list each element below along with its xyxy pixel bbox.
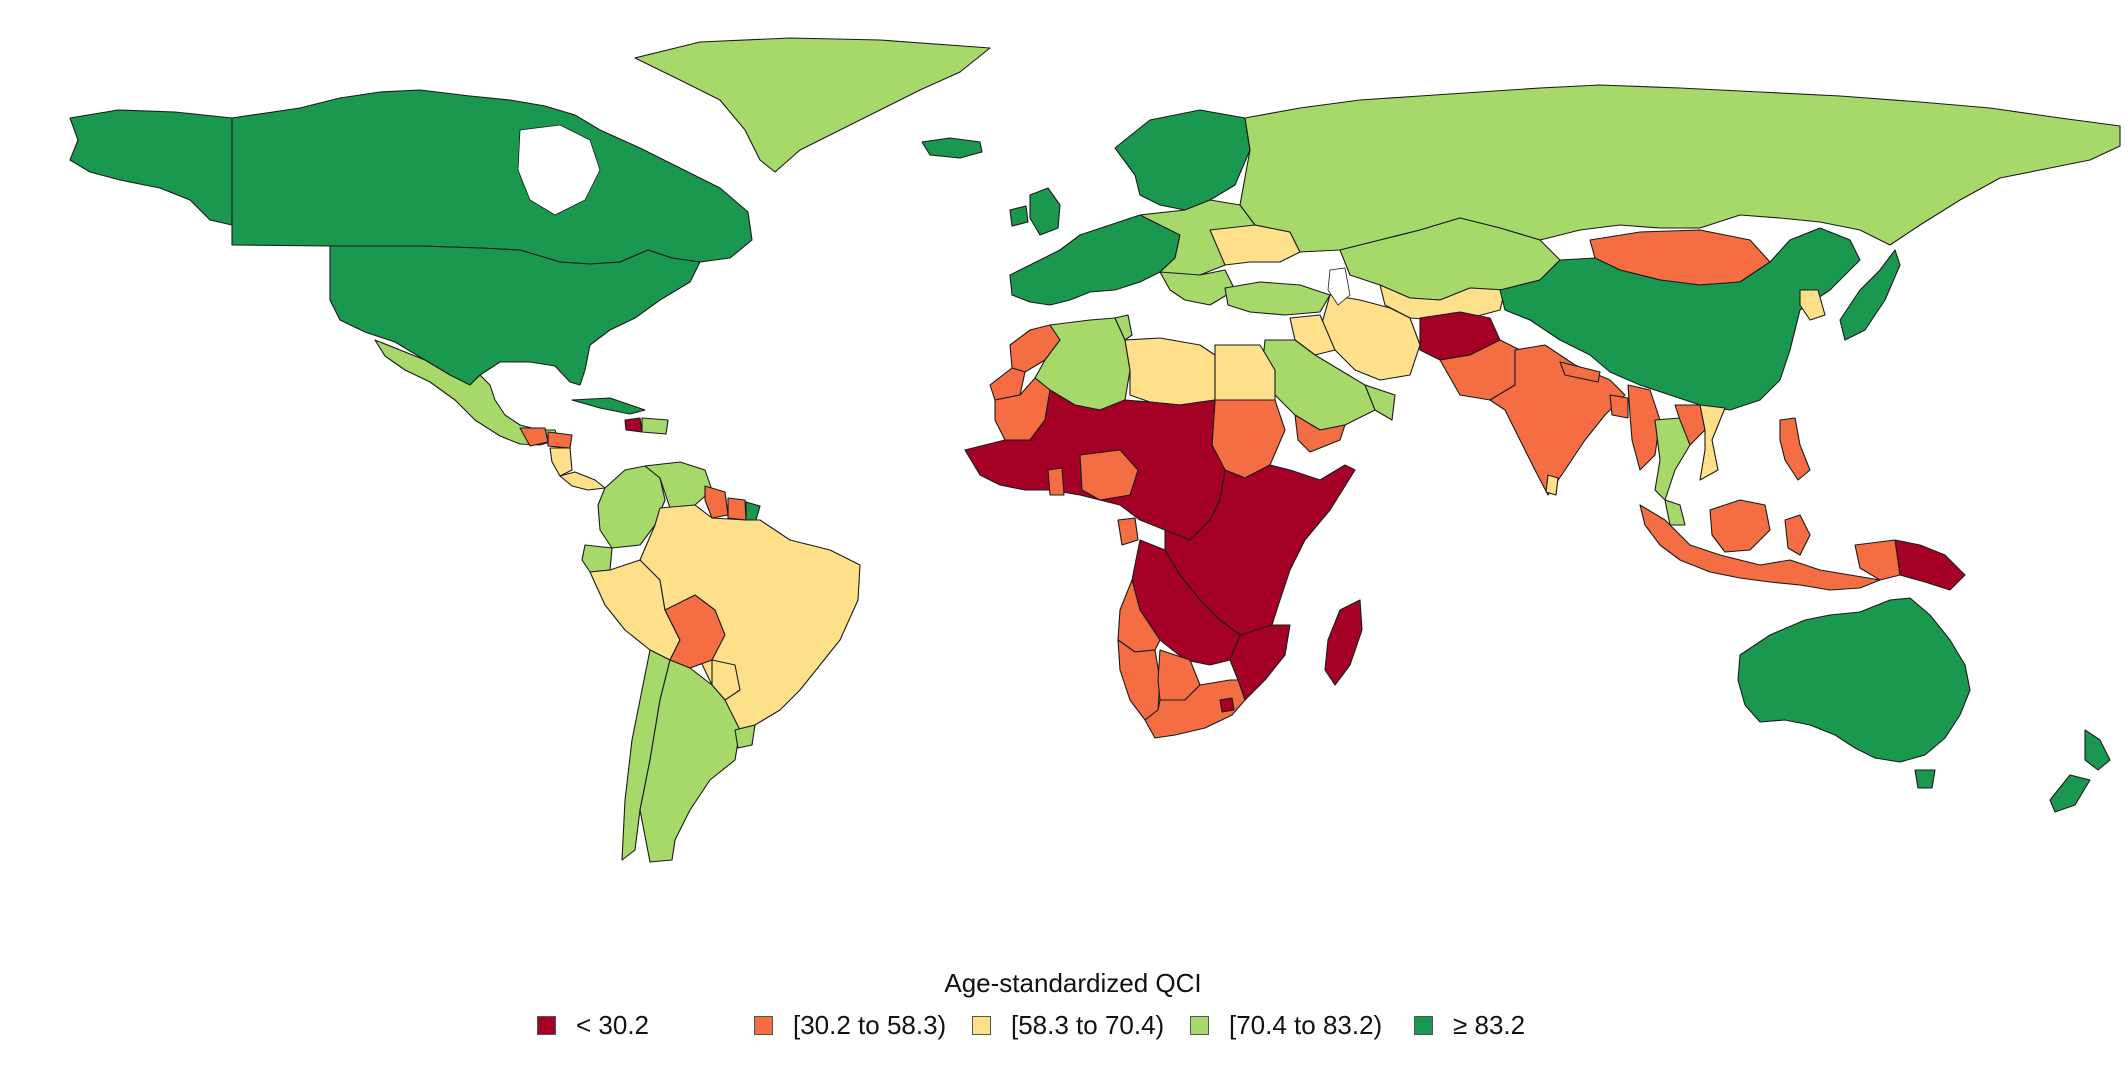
region-vietnam (1699, 404, 1726, 481)
region-papua-new-guinea (1894, 539, 1966, 591)
region-philippines (1779, 417, 1811, 481)
region-united-kingdom (1029, 187, 1061, 236)
world-map (69, 37, 2121, 863)
region-korea (1799, 289, 1826, 321)
region-united-states (329, 245, 701, 386)
region-tunisia (1114, 314, 1133, 341)
region-lesotho (1219, 697, 1235, 713)
region-sulawesi (1784, 514, 1811, 556)
region-new-zealand (2084, 729, 2111, 771)
region-greenland (634, 37, 991, 173)
region-french-guiana (745, 501, 761, 521)
region-australia (1737, 597, 1971, 763)
region-nicaragua (549, 447, 573, 477)
region-borneo (1709, 499, 1771, 553)
region-nigeria (1079, 449, 1139, 501)
region-brazil (639, 504, 861, 731)
map-regions (69, 37, 2121, 863)
region-south-africa (1144, 679, 1246, 739)
region-argentina (639, 659, 741, 863)
region-libya (1124, 337, 1216, 406)
region-nepal (1559, 361, 1601, 383)
legend-label-low: [30.2 to 58.3) (793, 1009, 947, 1040)
legend-swatch-mid (972, 1015, 991, 1035)
legend-item-highest: ≥ 83.2 (1414, 1010, 1525, 1040)
legend-title: Age-standardized QCI (944, 968, 1202, 998)
region-oman (1364, 384, 1396, 421)
region-turkey (1224, 281, 1331, 316)
region-malaysia (1664, 499, 1686, 526)
hudson-bay (517, 124, 601, 216)
region-western-sahara (989, 367, 1026, 401)
region-tasmania (1914, 769, 1936, 789)
region-ecuador (581, 544, 613, 573)
region-egypt (1214, 344, 1276, 401)
region-madagascar (1324, 599, 1363, 686)
region-suriname (727, 497, 747, 521)
region-gabon (1117, 517, 1139, 546)
region-cuba (571, 397, 646, 415)
region-papua-indonesia (1854, 539, 1901, 581)
region-ireland (1009, 205, 1029, 227)
region-venezuela (644, 461, 713, 509)
legend-label-highest: ≥ 83.2 (1453, 1009, 1526, 1040)
region-yemen (1294, 414, 1346, 453)
region-guyana (704, 485, 729, 519)
region-canada (231, 89, 753, 265)
caspian-sea (1327, 267, 1351, 306)
region-dominican-republic (641, 417, 669, 435)
region-ghana (1047, 467, 1065, 496)
legend-item-low: [30.2 to 58.3) (754, 1010, 946, 1040)
legend-item-high: [70.4 to 83.2) (1190, 1010, 1382, 1040)
region-honduras (547, 431, 573, 449)
region-russia (1239, 84, 2121, 253)
world-map-svg (69, 37, 2121, 863)
region-scandinavia (1114, 109, 1251, 211)
legend-item-lowest: < 30.2 (537, 1010, 649, 1040)
region-uruguay (734, 724, 756, 749)
region-laos (1674, 404, 1706, 446)
region-myanmar (1627, 384, 1661, 471)
region-western-europe (1009, 214, 1181, 306)
legend-swatch-high (1190, 1015, 1209, 1035)
region-mozambique (1229, 624, 1291, 701)
legend-label-high: [70.4 to 83.2) (1229, 1009, 1383, 1040)
legend-swatch-highest (1414, 1015, 1433, 1035)
region-haiti (624, 417, 643, 433)
region-new-zealand-south (2049, 774, 2091, 813)
legend-swatch-lowest (537, 1015, 556, 1035)
region-paraguay (711, 659, 741, 701)
region-namibia (1117, 639, 1161, 721)
map-lakes (517, 124, 1351, 306)
region-central-america-south (559, 471, 606, 491)
region-mexico (374, 339, 559, 446)
region-bangladesh (1609, 394, 1629, 419)
legend-swatch-low (754, 1015, 773, 1035)
legend-label-mid: [58.3 to 70.4) (1011, 1009, 1165, 1040)
legend-label-lowest: < 30.2 (576, 1009, 650, 1040)
region-iraq (1289, 314, 1336, 356)
region-china (1499, 227, 1861, 411)
region-sri-lanka (1545, 474, 1559, 496)
region-iceland (921, 137, 983, 159)
legend-item-mid: [58.3 to 70.4) (972, 1010, 1164, 1040)
region-japan (1839, 249, 1901, 341)
region-indonesia (1639, 504, 1881, 591)
region-balkans (1159, 269, 1236, 306)
region-alaska (69, 109, 233, 226)
map-legend: Age-standardized QCI < 30.2 [30.2 to 58.… (0, 968, 2128, 1068)
